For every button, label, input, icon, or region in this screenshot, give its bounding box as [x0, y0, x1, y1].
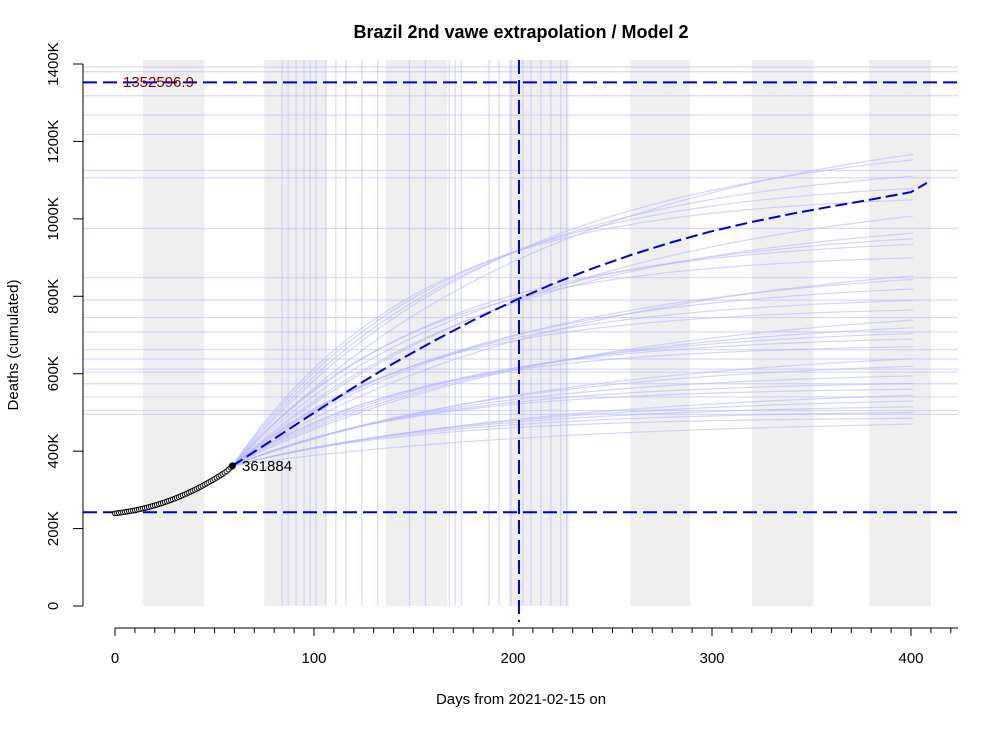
ensemble-curve-11 [232, 278, 914, 467]
y-axis-label: Deaths (cumulated) [5, 280, 22, 411]
ensemble-vlines [281, 60, 568, 606]
ensemble-curve-30 [232, 423, 914, 467]
x-tick-label: 200 [500, 650, 525, 667]
x-tick-label: 400 [898, 650, 923, 667]
last-observed-point [228, 462, 236, 470]
y-tick-label: 1200K [45, 120, 62, 163]
x-tick-label: 300 [699, 650, 724, 667]
ensemble-curve-1 [231, 159, 914, 467]
model-line-group [231, 182, 928, 467]
axes: 0 200K 400K 600K 800K 1000K 1200K 1400K 0 100 200 3… [45, 42, 958, 667]
ensemble-curve-24 [232, 388, 914, 467]
ensemble-curve-13 [232, 299, 914, 467]
y-tick-label: 1400K [45, 42, 62, 85]
x-tick-label: 100 [301, 650, 326, 667]
ensemble-curve-10 [232, 275, 914, 467]
model-line [231, 182, 928, 467]
shaded-band-4 [630, 60, 691, 606]
x-axis-label: Days from 2021-02-15 on [436, 691, 606, 708]
ensemble-curve-14 [232, 309, 914, 467]
x-tick-label: 0 [111, 650, 119, 667]
y-tick-label: 200K [45, 511, 62, 546]
ensemble-curve-7 [231, 238, 914, 467]
y-tick-label: 1000K [45, 197, 62, 240]
upper-value-label: 1352596.9 [123, 74, 194, 91]
shaded-band-6 [869, 60, 931, 606]
ensemble-curve-3 [231, 187, 914, 467]
reference-lines [83, 60, 958, 622]
ensemble-curve-19 [232, 346, 914, 467]
ensemble-curves [231, 153, 914, 467]
y-tick-label: 600K [45, 356, 62, 391]
ensemble-curve-17 [232, 332, 914, 467]
chart-title: Brazil 2nd vawe extrapolation / Model 2 [353, 22, 688, 42]
y-tick-label: 400K [45, 434, 62, 469]
ensemble-curve-18 [232, 338, 914, 467]
ensemble-curve-28 [232, 411, 914, 467]
ensemble-curve-9 [231, 257, 914, 467]
shaded-band-0 [142, 60, 205, 606]
shaded-band-1 [264, 60, 326, 606]
ensemble-curve-2 [231, 175, 914, 467]
last-observed-label: 361884 [242, 458, 292, 475]
y-tick-label: 0 [45, 602, 62, 610]
labels: Brazil 2nd vawe extrapolation / Model 2 … [5, 22, 689, 708]
ensemble-curve-8 [231, 243, 914, 467]
ensemble-curve-29 [232, 417, 914, 467]
ensemble-curve-12 [232, 288, 914, 467]
ensemble-curve-4 [231, 199, 914, 467]
y-tick-label: 800K [45, 279, 62, 314]
observed-points [112, 462, 236, 517]
